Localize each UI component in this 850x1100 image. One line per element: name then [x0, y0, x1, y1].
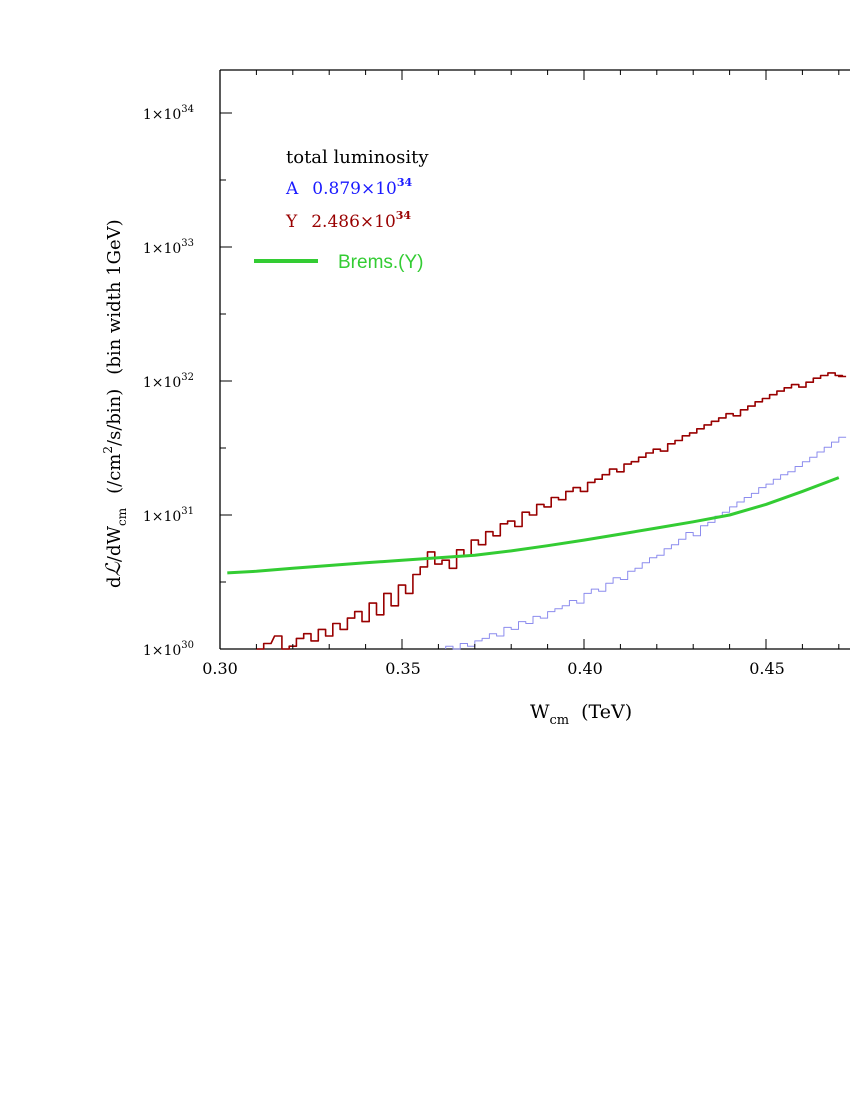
x-tick-label-035: 0.35 [385, 659, 421, 678]
legend-entry-brems: Brems.(Y) [338, 252, 424, 273]
legend-entry-y: Y 2.486×1034 [285, 209, 411, 232]
series-line-y [256, 372, 847, 650]
ticks-layer [219, 70, 840, 650]
x-tick-label-045: 0.45 [749, 659, 785, 678]
series-line-bremsy [227, 476, 840, 575]
series-line-a [445, 436, 847, 650]
plot-frame [219, 69, 850, 650]
legend-entry-a: A 0.879×1034 [285, 176, 412, 199]
series-layer [227, 372, 847, 650]
x-tick-labels: 0.30 0.35 0.40 0.45 [202, 659, 785, 678]
y-tick-label-1e31: 1×1031 [143, 506, 194, 525]
y-tick-label-1e34: 1×1034 [143, 104, 194, 123]
x-tick-label-030: 0.30 [202, 659, 238, 678]
y-axis-title: dℒ/dWcm(/cm2/s/bin)(bin width 1GeV) [101, 219, 129, 588]
y-tick-label-1e30: 1×1030 [143, 640, 194, 659]
legend: total luminosity A 0.879×1034 Y 2.486×1034… [254, 147, 429, 273]
y-tick-label-1e32: 1×1032 [143, 372, 194, 391]
x-tick-label-040: 0.40 [567, 659, 603, 678]
x-axis-title: Wcm (TeV) [530, 701, 632, 728]
legend-title: total luminosity [286, 147, 429, 168]
y-tick-label-1e33: 1×1033 [143, 238, 194, 257]
y-tick-labels: 1×1030 1×1031 1×1032 1×1033 1×1034 [143, 104, 194, 659]
